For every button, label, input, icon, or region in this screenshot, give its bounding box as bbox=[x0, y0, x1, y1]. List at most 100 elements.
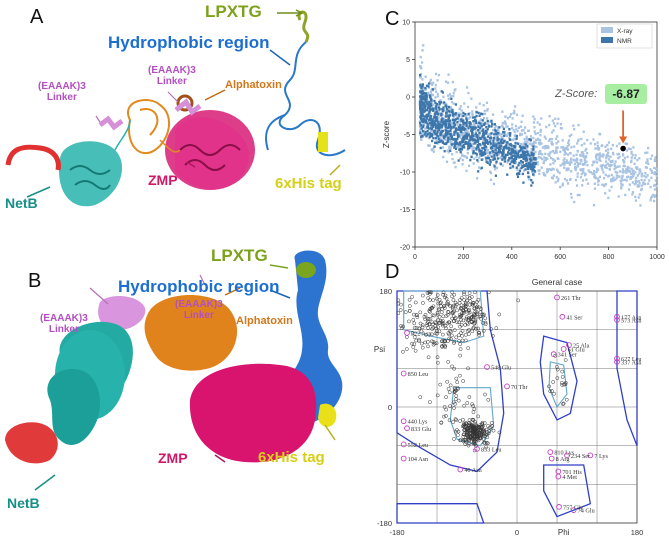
data-point-x-ray bbox=[544, 145, 548, 148]
data-point-x-ray bbox=[494, 162, 498, 165]
data-point-x-ray bbox=[607, 174, 611, 178]
data-point-x-ray bbox=[622, 164, 625, 168]
data-point-x-ray bbox=[434, 87, 437, 90]
data-point-nmr bbox=[444, 104, 447, 107]
data-point-x-ray bbox=[535, 138, 538, 142]
data-point-nmr bbox=[477, 145, 480, 149]
data-point-x-ray bbox=[436, 142, 439, 145]
data-point-x-ray bbox=[576, 142, 579, 145]
label-6xhis-tag: 6xHis tag bbox=[258, 449, 325, 466]
data-point-x-ray bbox=[607, 141, 611, 144]
residue-point bbox=[458, 331, 463, 335]
data-point-x-ray bbox=[573, 145, 576, 148]
data-point-nmr bbox=[484, 148, 487, 152]
data-point-x-ray bbox=[550, 141, 553, 144]
data-point-x-ray bbox=[451, 121, 454, 125]
data-point-nmr bbox=[492, 158, 495, 161]
data-point-x-ray bbox=[435, 140, 438, 143]
data-point-nmr bbox=[472, 151, 475, 154]
data-point-nmr bbox=[501, 158, 504, 161]
data-point-nmr bbox=[480, 158, 483, 161]
data-point-nmr bbox=[467, 141, 470, 144]
data-point-nmr bbox=[439, 133, 442, 137]
residue-point bbox=[459, 313, 464, 318]
data-point-x-ray bbox=[645, 176, 648, 179]
data-point-x-ray bbox=[513, 111, 516, 115]
outlier-label: 61 Glu bbox=[568, 347, 585, 354]
data-point-nmr bbox=[490, 125, 493, 128]
data-point-x-ray bbox=[593, 182, 596, 185]
data-point-nmr bbox=[473, 142, 476, 145]
data-point-nmr bbox=[529, 166, 532, 169]
legend-swatch-x-ray bbox=[601, 27, 613, 33]
data-point-x-ray bbox=[552, 122, 555, 125]
data-point-x-ray bbox=[583, 142, 586, 145]
zscore-value: -6.87 bbox=[612, 87, 640, 101]
data-point-x-ray bbox=[570, 146, 573, 149]
data-point-nmr bbox=[514, 141, 517, 145]
data-point-x-ray bbox=[618, 165, 621, 168]
zscore-value-badge: -6.87 bbox=[605, 84, 647, 104]
residue-point bbox=[448, 404, 452, 409]
residue-point bbox=[462, 403, 467, 408]
data-point-x-ray bbox=[639, 170, 642, 173]
data-point-x-ray bbox=[649, 196, 653, 200]
data-point-x-ray bbox=[629, 177, 632, 181]
data-point-nmr bbox=[489, 147, 493, 150]
data-point-nmr bbox=[429, 133, 433, 137]
data-point-nmr bbox=[525, 153, 528, 157]
residue-point bbox=[561, 402, 565, 407]
residue-point bbox=[455, 385, 460, 390]
data-point-x-ray bbox=[609, 159, 613, 163]
data-point-x-ray bbox=[534, 150, 537, 154]
label-netb: NetB bbox=[7, 495, 40, 511]
data-point-x-ray bbox=[610, 178, 613, 181]
data-point-x-ray bbox=[607, 196, 610, 200]
data-point-x-ray bbox=[593, 172, 596, 175]
data-point-x-ray bbox=[532, 143, 535, 146]
data-point-x-ray bbox=[420, 61, 424, 64]
data-point-nmr bbox=[443, 149, 446, 153]
data-point-nmr bbox=[456, 137, 459, 141]
data-point-x-ray bbox=[506, 116, 510, 120]
data-point-x-ray bbox=[630, 159, 633, 162]
data-point-x-ray bbox=[538, 172, 541, 176]
data-point-x-ray bbox=[490, 138, 493, 142]
data-point-x-ray bbox=[516, 149, 519, 153]
outlier-label: 440 Lys bbox=[408, 419, 428, 426]
data-point-nmr bbox=[526, 166, 530, 169]
data-point-nmr bbox=[503, 157, 507, 160]
data-point-nmr bbox=[512, 158, 515, 161]
residue-point bbox=[476, 326, 480, 331]
data-point-nmr bbox=[476, 138, 480, 141]
residue-point bbox=[454, 376, 459, 381]
data-point-x-ray bbox=[446, 149, 449, 152]
residue-point bbox=[419, 341, 424, 346]
data-point-nmr bbox=[465, 124, 468, 128]
data-point-nmr bbox=[520, 147, 523, 151]
residue-point bbox=[428, 291, 432, 296]
data-point-x-ray bbox=[569, 192, 573, 196]
residue-point bbox=[404, 347, 409, 351]
data-point-nmr bbox=[521, 161, 524, 164]
data-point-nmr bbox=[504, 145, 507, 148]
data-point-x-ray bbox=[655, 184, 658, 188]
data-point-nmr bbox=[472, 119, 475, 123]
data-point-x-ray bbox=[459, 157, 462, 160]
data-point-x-ray bbox=[610, 185, 613, 189]
data-point-nmr bbox=[486, 128, 489, 131]
label-linker-2-line-2: Linker bbox=[183, 309, 214, 321]
data-point-x-ray bbox=[442, 95, 445, 99]
residue-point bbox=[466, 311, 471, 315]
residue-point bbox=[480, 320, 485, 325]
outlier-point bbox=[566, 342, 572, 348]
data-point-nmr bbox=[419, 131, 422, 135]
residue-point bbox=[484, 427, 489, 432]
data-point-nmr bbox=[426, 129, 429, 133]
data-point-nmr bbox=[475, 111, 478, 114]
data-point-x-ray bbox=[653, 199, 656, 203]
x-tick-label: 180 bbox=[631, 528, 644, 537]
data-point-nmr bbox=[431, 118, 434, 122]
data-point-x-ray bbox=[621, 179, 624, 182]
residue-point bbox=[442, 414, 446, 419]
